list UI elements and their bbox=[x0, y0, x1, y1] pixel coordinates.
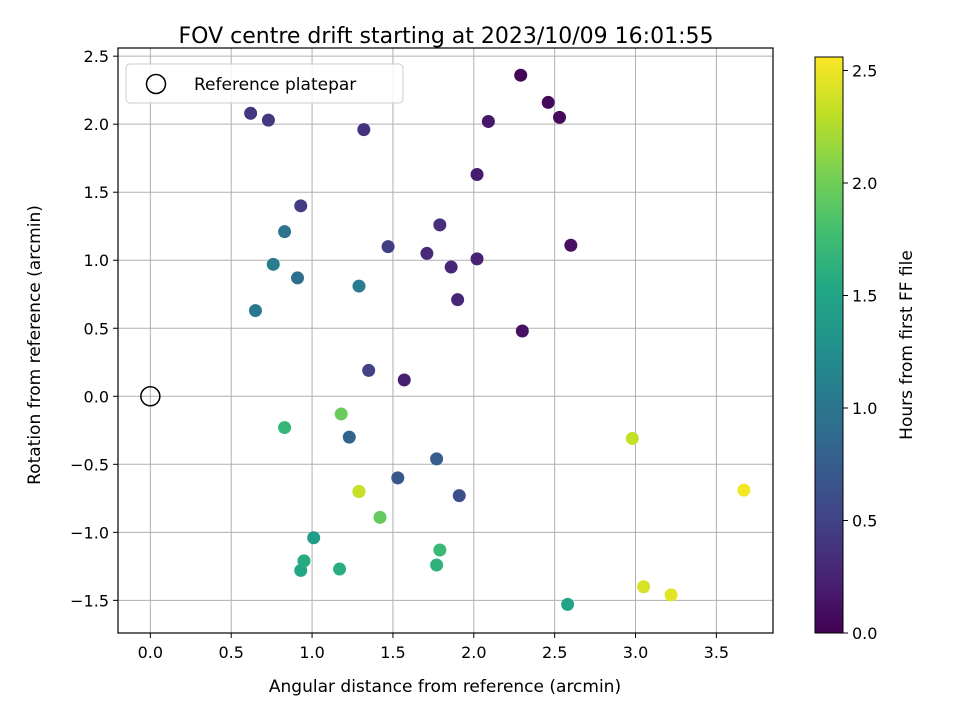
legend-label: Reference platepar bbox=[194, 75, 356, 95]
data-point bbox=[737, 483, 751, 497]
y-tick-label: 2.5 bbox=[84, 47, 109, 66]
data-point bbox=[294, 199, 308, 213]
y-tick-label: −1.5 bbox=[70, 591, 109, 610]
data-point bbox=[397, 373, 411, 387]
data-point bbox=[470, 168, 484, 182]
reference-marker bbox=[140, 386, 161, 407]
plot-frame bbox=[117, 47, 774, 634]
data-point bbox=[266, 257, 280, 271]
data-point bbox=[433, 543, 447, 557]
legend-marker bbox=[145, 73, 167, 95]
colorbar-tick-label: 2.0 bbox=[852, 174, 877, 193]
data-point bbox=[391, 471, 405, 485]
data-point bbox=[664, 588, 678, 602]
data-point bbox=[420, 246, 434, 260]
data-point bbox=[451, 293, 465, 307]
data-point bbox=[470, 252, 484, 266]
colorbar-tick-label: 0.5 bbox=[852, 512, 877, 531]
data-point bbox=[430, 558, 444, 572]
colorbar-ticks: 0.0 0.5 1.0 1.5 2.0 2.5 bbox=[843, 62, 877, 643]
x-tick-label: 2.0 bbox=[461, 643, 486, 662]
data-point bbox=[381, 240, 395, 254]
data-point bbox=[248, 304, 262, 318]
x-tick-label: 3.0 bbox=[623, 643, 648, 662]
data-point bbox=[334, 407, 348, 421]
data-point bbox=[357, 123, 371, 137]
data-point bbox=[625, 431, 639, 445]
y-tick-label: 1.0 bbox=[84, 251, 109, 270]
data-point bbox=[278, 225, 292, 239]
data-point bbox=[261, 113, 275, 127]
y-tick-label: 2.0 bbox=[84, 115, 109, 134]
data-point bbox=[307, 531, 321, 545]
x-tick-label: 1.0 bbox=[299, 643, 324, 662]
colorbar-gradient bbox=[814, 56, 844, 634]
data-point bbox=[564, 238, 578, 252]
data-point bbox=[373, 510, 387, 524]
data-point bbox=[452, 489, 466, 503]
legend: Reference platepar bbox=[125, 63, 404, 104]
x-tick-label: 0.5 bbox=[218, 643, 243, 662]
data-point bbox=[515, 324, 529, 338]
data-point bbox=[278, 421, 292, 435]
data-point bbox=[541, 95, 555, 109]
colorbar-tick-label: 1.0 bbox=[852, 399, 877, 418]
y-tick-label: 1.5 bbox=[84, 183, 109, 202]
x-tick-label: 1.5 bbox=[380, 643, 405, 662]
y-tick-label: −0.5 bbox=[70, 455, 109, 474]
data-point bbox=[553, 110, 567, 124]
x-axis-ticks: 0.0 0.5 1.0 1.5 2.0 2.5 3.0 3.5 bbox=[138, 633, 729, 662]
data-point bbox=[561, 597, 575, 611]
data-point bbox=[433, 218, 447, 232]
colorbar: 0.0 0.5 1.0 1.5 2.0 2.5 Hours from first FF f… bbox=[814, 56, 917, 643]
x-tick-label: 0.0 bbox=[138, 643, 163, 662]
x-tick-label: 3.5 bbox=[704, 643, 729, 662]
data-point bbox=[430, 452, 444, 466]
colorbar-tick-label: 0.0 bbox=[852, 624, 877, 643]
data-points bbox=[244, 68, 751, 611]
grid-lines bbox=[118, 48, 773, 633]
data-point bbox=[352, 279, 366, 293]
data-point bbox=[444, 260, 458, 274]
reference-point bbox=[140, 386, 161, 407]
y-axis-ticks: −1.5 −1.0 −0.5 0.0 0.5 1.0 1.5 2.0 2.5 bbox=[70, 47, 118, 610]
data-point bbox=[291, 271, 305, 285]
data-point bbox=[342, 430, 356, 444]
y-axis-label: Rotation from reference (arcmin) bbox=[25, 205, 45, 485]
y-tick-label: 0.0 bbox=[84, 387, 109, 406]
data-point bbox=[297, 554, 311, 568]
data-point bbox=[362, 363, 376, 377]
chart-title: FOV centre drift starting at 2023/10/09 … bbox=[179, 24, 714, 49]
x-axis-label: Angular distance from reference (arcmin) bbox=[269, 677, 621, 697]
data-point bbox=[244, 106, 258, 120]
legend-box bbox=[125, 63, 404, 104]
data-point bbox=[333, 562, 347, 576]
colorbar-tick-label: 1.5 bbox=[852, 287, 877, 306]
data-point bbox=[514, 68, 528, 82]
x-tick-label: 2.5 bbox=[542, 643, 567, 662]
y-tick-label: −1.0 bbox=[70, 523, 109, 542]
colorbar-tick-label: 2.5 bbox=[852, 62, 877, 81]
colorbar-label: Hours from first FF file bbox=[897, 250, 917, 440]
y-tick-label: 0.5 bbox=[84, 319, 109, 338]
data-point bbox=[352, 485, 366, 499]
data-point bbox=[637, 580, 651, 594]
data-point bbox=[481, 114, 495, 128]
